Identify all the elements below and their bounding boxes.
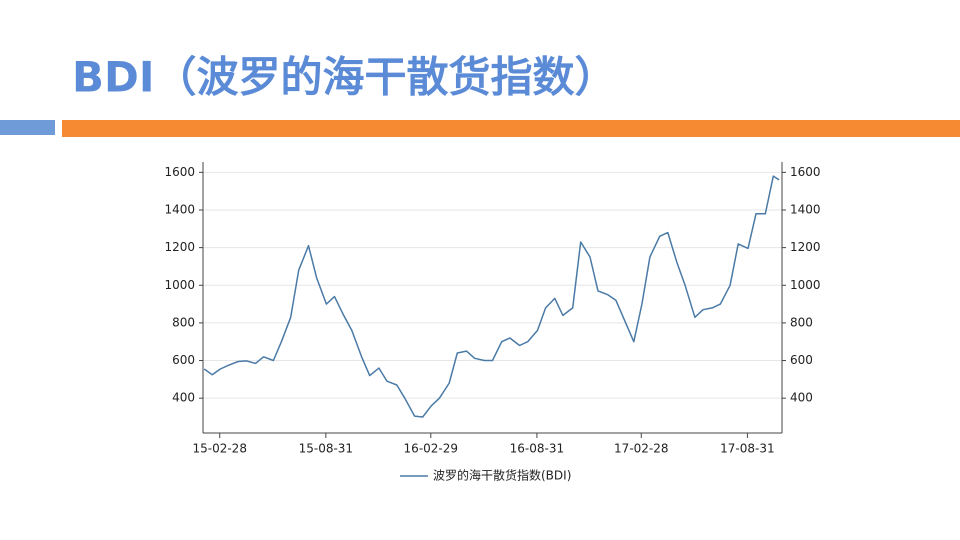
y2-tick-label: 800 [790, 315, 813, 329]
x-tick-label: 16-08-31 [510, 442, 564, 456]
y2-tick-label: 1400 [790, 202, 821, 216]
accent-bar [0, 120, 55, 135]
x-tick-label: 17-02-28 [614, 442, 668, 456]
y-tick-label: 800 [172, 315, 195, 329]
y-tick-label: 1000 [164, 278, 195, 292]
y-tick-label: 600 [172, 353, 195, 367]
x-tick-label: 17-08-31 [720, 442, 774, 456]
x-tick-label: 16-02-29 [404, 442, 458, 456]
x-tick-label: 15-08-31 [299, 442, 353, 456]
legend-label: 波罗的海干散货指数(BDI) [433, 468, 571, 483]
data-line [203, 175, 780, 418]
chart: 400 600 800 1000 1200 1400 1600 400 600 800 1000 12… [164, 162, 821, 483]
y-tick-label: 400 [172, 391, 195, 405]
y2-tick-label: 600 [790, 353, 813, 367]
y-tick-label: 1200 [164, 240, 195, 254]
x-tick-label: 15-02-28 [192, 442, 246, 456]
slide-title: BDI（波罗的海干散货指数） [72, 53, 617, 102]
y-tick-label: 1400 [164, 202, 195, 216]
y2-tick-label: 400 [790, 391, 813, 405]
y2-tick-label: 1000 [790, 278, 821, 292]
accent-bar [62, 120, 960, 137]
y2-tick-label: 1200 [790, 240, 821, 254]
y-tick-label: 1600 [164, 165, 195, 179]
y2-tick-label: 1600 [790, 165, 821, 179]
